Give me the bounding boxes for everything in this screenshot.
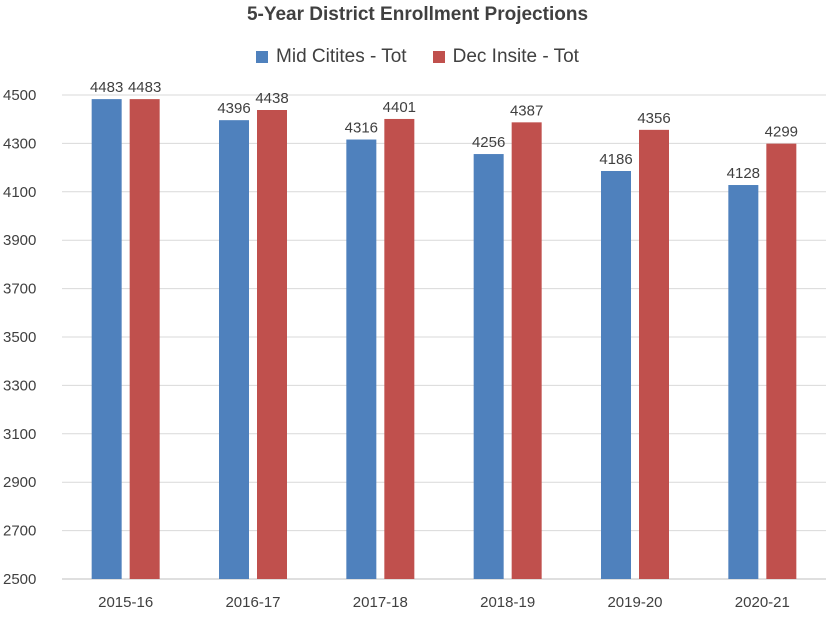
y-tick-label: 3500 <box>3 329 36 346</box>
x-tick-label: 2018-19 <box>480 594 535 611</box>
bar-series-2 <box>766 143 797 579</box>
bar-series-1 <box>219 120 249 579</box>
chart-title: 5-Year District Enrollment Projections <box>246 4 589 25</box>
data-label: 4483 <box>90 79 123 96</box>
legend-swatch-series-2 <box>432 51 445 63</box>
bar-series-1 <box>91 99 122 579</box>
x-tick-label: 2016-17 <box>225 594 280 611</box>
y-tick-label: 2500 <box>3 571 36 588</box>
legend-label-series-1: Mid Citites - Tot <box>276 46 407 67</box>
bar-series-1 <box>728 185 759 580</box>
bar-series-1 <box>601 170 631 579</box>
data-label: 4316 <box>345 120 378 137</box>
data-label: 4387 <box>510 102 543 119</box>
data-label: 4299 <box>765 124 798 141</box>
x-tick-label: 2019-20 <box>607 594 662 611</box>
data-label: 4256 <box>472 134 505 151</box>
data-label: 4438 <box>255 90 288 107</box>
data-label: 4396 <box>217 100 250 117</box>
bar-series-2 <box>129 99 160 579</box>
x-tick-label: 2017-18 <box>353 594 408 611</box>
data-label: 4186 <box>599 151 632 168</box>
data-label: 4128 <box>727 165 760 182</box>
data-label: 4483 <box>128 79 161 96</box>
legend-label-series-2: Dec Insite - Tot <box>452 46 579 67</box>
bar-series-2 <box>384 118 415 579</box>
data-label: 4401 <box>383 99 416 116</box>
legend-item-series-2: Dec Insite - Tot <box>432 46 579 68</box>
y-tick-label: 3700 <box>3 281 36 298</box>
y-tick-label: 2700 <box>3 523 36 540</box>
x-tick-label: 2015-16 <box>98 594 153 611</box>
y-tick-label: 3100 <box>3 426 36 443</box>
bar-series-1 <box>473 154 504 579</box>
bar-series-2 <box>639 129 669 579</box>
legend: Mid Citites - Tot Dec Insite - Tot <box>0 46 835 68</box>
y-tick-label: 4300 <box>3 135 36 152</box>
y-tick-label: 4500 <box>3 87 36 104</box>
bar-series-2 <box>257 110 287 579</box>
y-tick-label: 3300 <box>3 377 36 394</box>
legend-swatch-series-1 <box>256 51 269 63</box>
legend-item-series-1: Mid Citites - Tot <box>256 46 407 68</box>
y-tick-label: 3900 <box>3 232 36 249</box>
bar-series-2 <box>511 122 542 579</box>
y-tick-label: 2900 <box>3 474 36 491</box>
y-tick-label: 4100 <box>3 184 36 201</box>
bar-series-1 <box>346 139 377 579</box>
data-label: 4356 <box>637 110 670 127</box>
x-tick-label: 2020-21 <box>735 594 790 611</box>
